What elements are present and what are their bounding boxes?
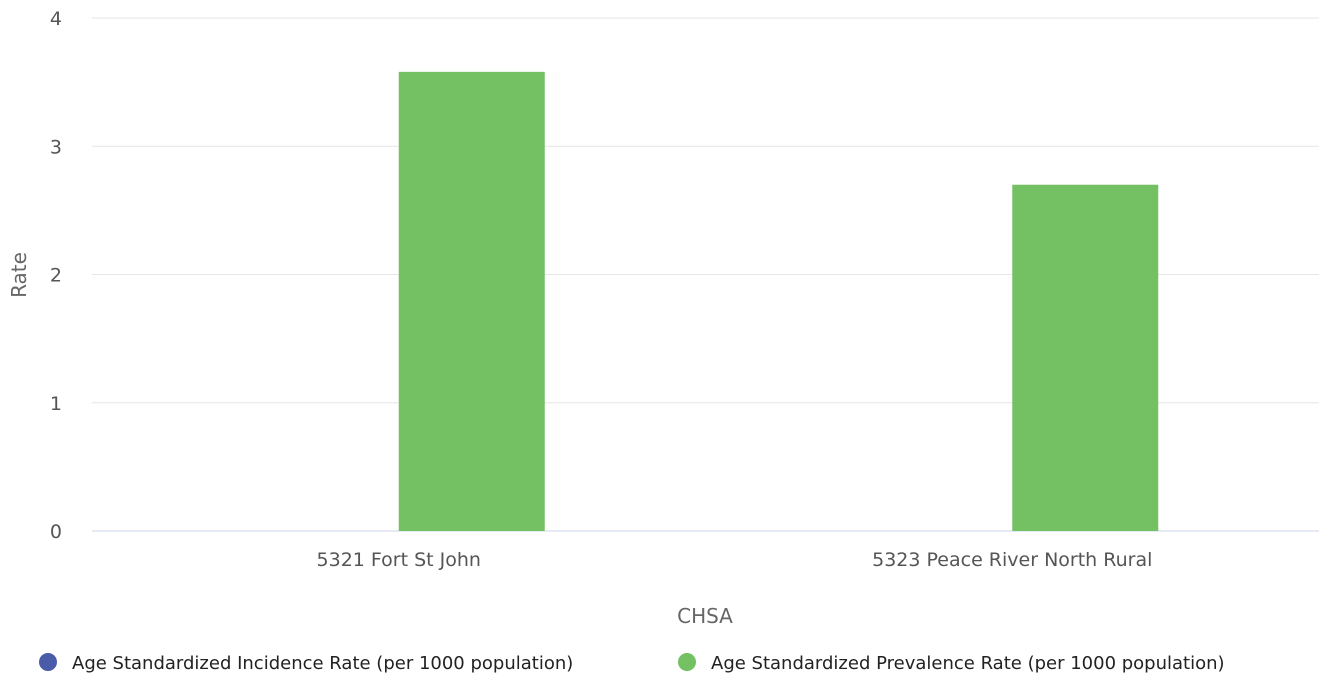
y-tick-label: 4 — [50, 8, 62, 30]
legend-item-prevalence[interactable]: Age Standardized Prevalence Rate (per 10… — [678, 653, 1225, 674]
x-axis-tick-labels: 5321 Fort St John 5323 Peace River North … — [317, 549, 1153, 571]
y-tick-label: 2 — [50, 265, 62, 287]
y-tick-label: 3 — [50, 136, 62, 158]
x-axis-title: CHSA — [677, 604, 733, 628]
legend: Age Standardized Incidence Rate (per 100… — [39, 653, 1225, 674]
y-axis-title: Rate — [7, 252, 31, 298]
bars — [398, 71, 1159, 532]
legend-marker-prevalence — [678, 653, 696, 671]
legend-label-prevalence: Age Standardized Prevalence Rate (per 10… — [711, 653, 1225, 674]
bar-prevalence-1[interactable] — [1012, 184, 1159, 531]
bar-prevalence-0[interactable] — [398, 71, 545, 532]
x-tick-label: 5321 Fort St John — [317, 549, 481, 571]
x-tick-label: 5323 Peace River North Rural — [872, 549, 1152, 571]
legend-label-incidence: Age Standardized Incidence Rate (per 100… — [72, 653, 573, 674]
legend-marker-incidence — [39, 653, 57, 671]
y-axis-tick-labels: 0 1 2 3 4 — [50, 8, 62, 543]
y-tick-label: 0 — [50, 521, 62, 543]
legend-item-incidence[interactable]: Age Standardized Incidence Rate (per 100… — [39, 653, 573, 674]
y-tick-label: 1 — [50, 393, 62, 415]
